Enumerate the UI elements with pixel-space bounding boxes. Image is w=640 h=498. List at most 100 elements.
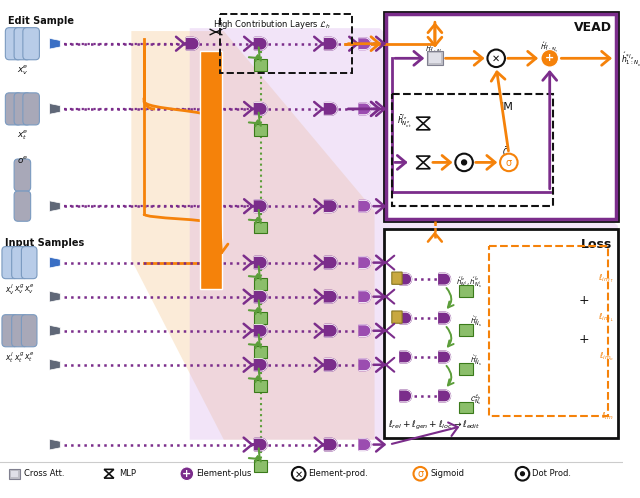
Polygon shape [255, 359, 267, 371]
Text: Element-plus: Element-plus [196, 469, 252, 478]
Text: Sigmoid: Sigmoid [430, 469, 464, 478]
Text: +: + [182, 469, 191, 479]
Text: $x_t^g$: $x_t^g$ [14, 350, 24, 365]
Circle shape [500, 154, 518, 171]
Text: $\bar{C}_{im}$: $\bar{C}_{im}$ [502, 146, 516, 160]
FancyBboxPatch shape [255, 222, 267, 234]
Polygon shape [324, 37, 337, 50]
Polygon shape [359, 200, 371, 212]
Text: Element-prod.: Element-prod. [308, 469, 368, 478]
Text: $\acute{h}^{l_e}_{1:N_v}$: $\acute{h}^{l_e}_{1:N_v}$ [426, 43, 444, 57]
FancyBboxPatch shape [5, 28, 22, 60]
Polygon shape [359, 38, 371, 49]
FancyBboxPatch shape [200, 51, 222, 289]
Text: $x_v^e$: $x_v^e$ [24, 282, 35, 296]
Polygon shape [49, 38, 60, 49]
Text: ✕: ✕ [492, 54, 500, 64]
FancyBboxPatch shape [255, 278, 267, 290]
Polygon shape [324, 324, 337, 337]
Text: Loss: Loss [580, 239, 612, 251]
FancyBboxPatch shape [392, 311, 402, 323]
Text: $\acute{h}^{*l_e}_{1:N_v}$: $\acute{h}^{*l_e}_{1:N_v}$ [621, 51, 640, 69]
FancyBboxPatch shape [460, 324, 473, 336]
FancyBboxPatch shape [460, 402, 473, 413]
Text: MLP: MLP [118, 469, 136, 478]
Polygon shape [255, 200, 267, 213]
Polygon shape [416, 117, 430, 124]
Polygon shape [131, 31, 374, 440]
FancyBboxPatch shape [23, 93, 40, 125]
FancyBboxPatch shape [14, 191, 31, 221]
Polygon shape [49, 201, 60, 212]
FancyBboxPatch shape [23, 28, 40, 60]
Polygon shape [324, 200, 337, 213]
Polygon shape [49, 439, 60, 450]
Polygon shape [324, 359, 337, 371]
Circle shape [413, 467, 427, 481]
Text: $\grave{h}^{l_e}_{N_s}$: $\grave{h}^{l_e}_{N_s}$ [470, 354, 482, 368]
Text: $\ell_{im}$: $\ell_{im}$ [602, 410, 614, 422]
Text: IM: IM [501, 102, 514, 112]
Circle shape [292, 467, 305, 481]
Text: Dot Prod.: Dot Prod. [532, 469, 572, 478]
Text: $x_t^e$: $x_t^e$ [24, 350, 35, 364]
Polygon shape [359, 291, 371, 302]
Text: σ: σ [417, 469, 424, 479]
Polygon shape [416, 162, 430, 169]
Polygon shape [359, 359, 371, 371]
Circle shape [520, 472, 524, 476]
Text: Cross Att.: Cross Att. [24, 469, 65, 478]
FancyBboxPatch shape [255, 312, 267, 324]
FancyBboxPatch shape [255, 460, 267, 472]
Polygon shape [49, 360, 60, 370]
Polygon shape [400, 390, 412, 402]
Polygon shape [400, 273, 412, 285]
Text: $h^{l_e}_{1:N_v}$: $h^{l_e}_{1:N_v}$ [394, 103, 416, 120]
Text: $\grave{h}^{l_e}_{N_s}$: $\grave{h}^{l_e}_{N_s}$ [470, 315, 482, 329]
Text: Edit Sample: Edit Sample [8, 16, 74, 26]
FancyBboxPatch shape [9, 469, 20, 479]
FancyBboxPatch shape [5, 93, 22, 125]
Polygon shape [359, 103, 371, 115]
Polygon shape [255, 37, 267, 50]
Polygon shape [416, 124, 430, 130]
Circle shape [180, 467, 194, 481]
FancyBboxPatch shape [21, 247, 37, 279]
Text: $x_t^l$: $x_t^l$ [5, 350, 14, 365]
Polygon shape [255, 103, 267, 115]
Polygon shape [255, 290, 267, 303]
FancyBboxPatch shape [460, 363, 473, 374]
FancyBboxPatch shape [460, 285, 473, 297]
Text: σ: σ [506, 158, 512, 168]
FancyBboxPatch shape [429, 53, 441, 63]
Text: ✕: ✕ [294, 469, 303, 479]
Polygon shape [439, 273, 451, 285]
Text: Input Samples: Input Samples [5, 239, 84, 249]
Polygon shape [400, 312, 412, 324]
Polygon shape [104, 470, 114, 474]
FancyBboxPatch shape [255, 380, 267, 392]
Text: $x_v^e$: $x_v^e$ [17, 63, 28, 77]
Polygon shape [324, 103, 337, 115]
Text: VEAD: VEAD [574, 21, 612, 34]
Polygon shape [255, 256, 267, 269]
Text: $\mathcal{C}^{\mathcal{L}_h}_{N_s}$: $\mathcal{C}^{\mathcal{L}_h}_{N_s}$ [470, 393, 482, 406]
Text: $\ell_{im_\uparrow}$: $\ell_{im_\uparrow}$ [598, 273, 614, 285]
FancyBboxPatch shape [2, 315, 17, 347]
Polygon shape [49, 257, 60, 268]
Text: $\bar{h}^{l_e}_{N^e_{vt}}$: $\bar{h}^{l_e}_{N^e_{vt}}$ [397, 113, 412, 130]
Text: $\ell_{rel} + \ell_{gen} + \ell_{loc} \rightarrow \ell_{edit}$: $\ell_{rel} + \ell_{gen} + \ell_{loc} \r… [388, 419, 481, 432]
FancyBboxPatch shape [392, 272, 402, 284]
Polygon shape [49, 104, 60, 114]
Circle shape [455, 154, 473, 171]
Polygon shape [439, 390, 451, 402]
FancyBboxPatch shape [14, 93, 31, 125]
Text: $\bar{h}^{l_e}$: $\bar{h}^{l_e}$ [394, 35, 406, 48]
FancyBboxPatch shape [255, 59, 267, 71]
Text: $\acute{h}^{l_e}_{N^l_s}, \acute{h}^{l_e}_{N^l_s}$: $\acute{h}^{l_e}_{N^l_s}, \acute{h}^{l_e… [456, 275, 482, 291]
Polygon shape [324, 290, 337, 303]
Polygon shape [104, 474, 114, 478]
Polygon shape [359, 439, 371, 450]
FancyBboxPatch shape [255, 346, 267, 358]
Text: $x_v^l$: $x_v^l$ [4, 282, 15, 297]
